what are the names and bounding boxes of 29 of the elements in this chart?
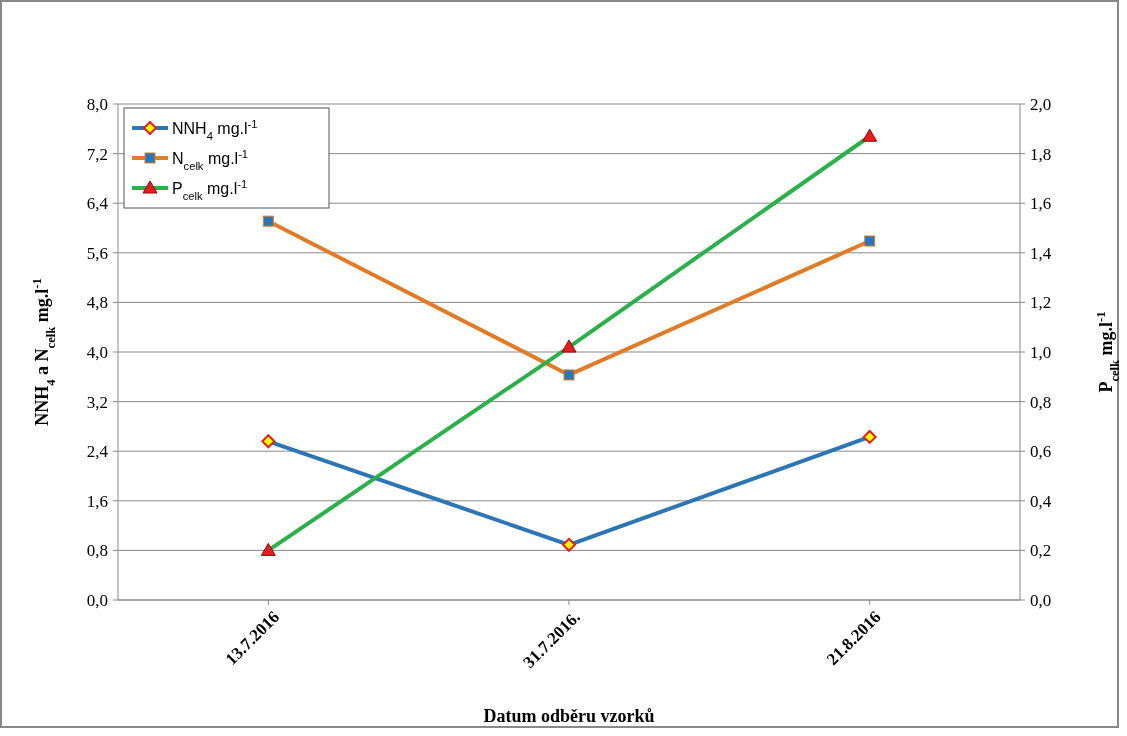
- point: [563, 369, 575, 381]
- y2-tick-label: 2,0: [1030, 94, 1052, 114]
- y-tick-label: 0,0: [86, 590, 108, 610]
- y-tick-label: 4,8: [86, 293, 108, 313]
- y2-tick-label: 1,8: [1030, 144, 1052, 164]
- y2-tick-label: 1,4: [1030, 243, 1052, 263]
- y2-tick-label: 0,6: [1030, 442, 1052, 462]
- y2-tick-label: 0,2: [1030, 541, 1052, 561]
- y-tick-label: 6,4: [86, 194, 109, 214]
- y-tick-label: 1,6: [86, 491, 108, 511]
- y-tick-label: 7,2: [86, 144, 108, 164]
- y2-tick-label: 1,0: [1030, 342, 1052, 362]
- y-tick-label: 5,6: [86, 243, 108, 263]
- y2-tick-label: 0,0: [1030, 590, 1052, 610]
- legend-label: P$_{celk}$ mg.l$^{-1}$: [172, 177, 248, 202]
- y2-tick-label: 1,2: [1030, 293, 1052, 313]
- y-tick-label: 8,0: [86, 94, 108, 114]
- legend-label: N$_{celk}$ mg.l$^{-1}$: [172, 147, 249, 172]
- y2-tick-label: 1,6: [1030, 194, 1052, 214]
- legend-label: NNH$_{4}$ mg.l$^{-1}$: [172, 117, 258, 142]
- y-tick-label: 2,4: [86, 442, 109, 462]
- y2-tick-label: 0,4: [1030, 491, 1052, 511]
- y-tick-label: 4,0: [86, 342, 108, 362]
- x-axis-title: Datum odběru vzorků: [483, 706, 655, 726]
- y2-tick-label: 0,8: [1030, 392, 1052, 412]
- y-tick-label: 3,2: [86, 392, 108, 412]
- point: [262, 215, 274, 227]
- point: [864, 235, 876, 247]
- y-tick-label: 0,8: [86, 541, 108, 561]
